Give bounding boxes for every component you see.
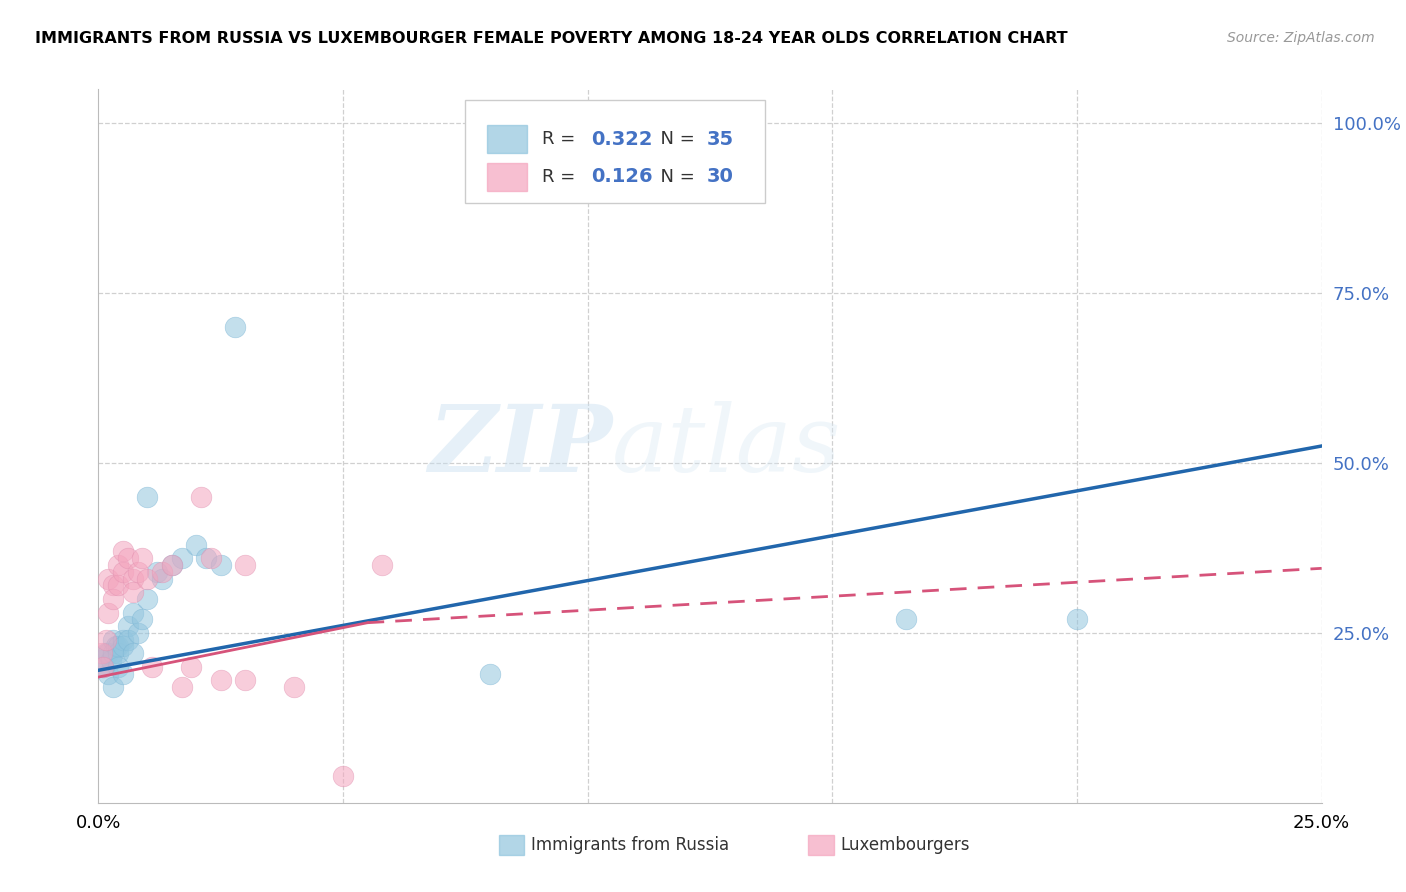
Point [117, 619, 139, 633]
Text: atlas: atlas [612, 401, 842, 491]
Point [224, 320, 246, 334]
Point [150, 572, 173, 586]
Point [233, 558, 256, 572]
Text: IMMIGRANTS FROM RUSSIA VS LUXEMBOURGER FEMALE POVERTY AMONG 18-24 YEAR OLDS CORR: IMMIGRANTS FROM RUSSIA VS LUXEMBOURGER F… [35, 31, 1067, 46]
Point [117, 551, 139, 566]
Point [170, 551, 193, 566]
Text: ZIP: ZIP [427, 401, 612, 491]
Point [160, 558, 183, 572]
Point [121, 646, 143, 660]
Point [131, 612, 153, 626]
Point [141, 660, 163, 674]
Point [150, 565, 173, 579]
Point [160, 558, 183, 572]
Point [146, 565, 169, 579]
Point [180, 660, 202, 674]
Bar [488, 125, 526, 153]
Text: N =: N = [648, 168, 700, 186]
Point [101, 646, 124, 660]
Point [90, 646, 112, 660]
Text: 35: 35 [706, 129, 734, 149]
Point [371, 558, 394, 572]
Point [107, 578, 129, 592]
Point [170, 680, 193, 694]
Point [107, 646, 129, 660]
Text: 30: 30 [706, 168, 734, 186]
Point [127, 626, 149, 640]
Text: 0.322: 0.322 [592, 129, 652, 149]
Point [190, 490, 212, 504]
Point [94, 632, 117, 647]
Point [107, 640, 129, 654]
Point [209, 558, 232, 572]
Point [94, 646, 117, 660]
Point [136, 490, 159, 504]
Point [104, 640, 127, 654]
Point [101, 680, 124, 694]
Text: R =: R = [543, 168, 582, 186]
Point [101, 578, 124, 592]
Point [91, 653, 114, 667]
Point [91, 660, 114, 674]
Point [97, 572, 120, 586]
Point [97, 606, 120, 620]
Point [283, 680, 305, 694]
Point [97, 646, 120, 660]
Point [136, 572, 159, 586]
Point [107, 558, 129, 572]
Point [111, 640, 134, 654]
Point [121, 606, 143, 620]
Point [121, 585, 143, 599]
Point [117, 632, 139, 647]
Point [107, 660, 129, 674]
Point [97, 666, 120, 681]
Point [100, 653, 122, 667]
Point [478, 666, 501, 681]
Point [111, 544, 134, 558]
Text: N =: N = [648, 130, 700, 148]
Point [200, 551, 222, 566]
Point [121, 572, 143, 586]
Point [91, 660, 114, 674]
Point [233, 673, 256, 688]
Bar [488, 162, 526, 191]
Text: 0.126: 0.126 [592, 168, 652, 186]
Point [195, 551, 218, 566]
Text: Source: ZipAtlas.com: Source: ZipAtlas.com [1227, 31, 1375, 45]
Point [1066, 612, 1088, 626]
Point [111, 632, 134, 647]
Text: R =: R = [543, 130, 582, 148]
Point [111, 666, 134, 681]
Text: Luxembourgers: Luxembourgers [841, 836, 970, 854]
Point [209, 673, 232, 688]
Point [101, 632, 124, 647]
Text: Immigrants from Russia: Immigrants from Russia [531, 836, 730, 854]
Point [136, 591, 159, 606]
Point [894, 612, 917, 626]
Point [111, 565, 134, 579]
Point [101, 591, 124, 606]
Point [131, 551, 153, 566]
FancyBboxPatch shape [465, 100, 765, 203]
Point [332, 769, 354, 783]
Point [127, 565, 149, 579]
Point [186, 537, 208, 551]
